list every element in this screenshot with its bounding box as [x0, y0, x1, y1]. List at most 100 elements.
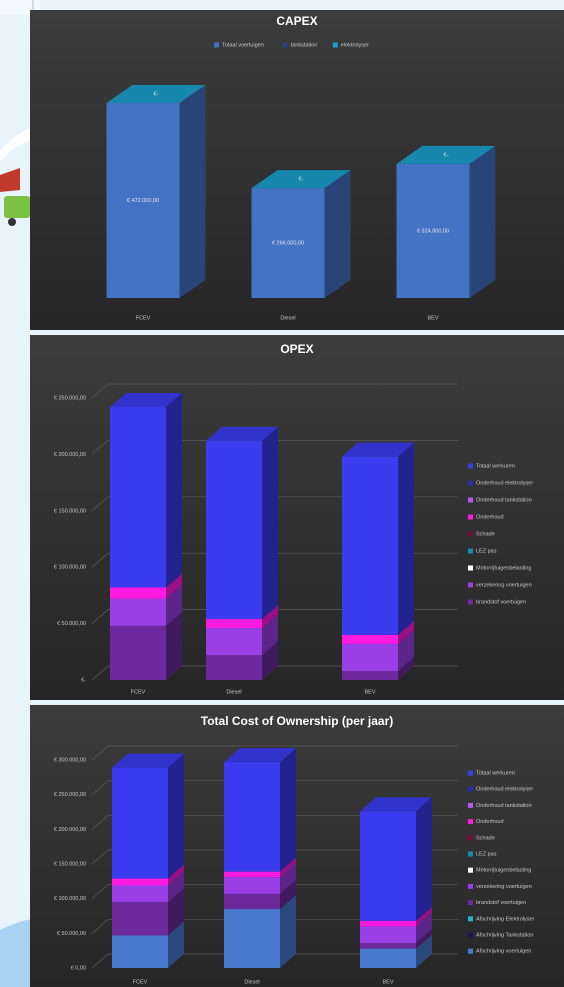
- bar-side: [416, 906, 432, 927]
- bar-segment: [206, 655, 262, 680]
- data-label: € 472.000,00: [127, 198, 159, 204]
- bar-top: [360, 797, 432, 812]
- bar-side: [166, 573, 182, 599]
- x-tick-label: FCEV: [133, 979, 148, 985]
- bar-segment: [360, 926, 416, 944]
- legend-label: Onderhoud tankstation: [476, 497, 532, 503]
- bar-segment: [224, 871, 280, 878]
- bar-segment: [360, 943, 416, 949]
- y-tick-label: € 200.000,00: [54, 452, 86, 458]
- legend-swatch: [214, 42, 219, 48]
- legend-swatch: [468, 900, 473, 906]
- bar-side: [179, 85, 206, 298]
- legend-label: Onderhoud: [476, 819, 504, 825]
- legend-label: Totaal werkuren: [476, 770, 515, 776]
- legend-label: Afschrijving voertuigen: [476, 949, 531, 955]
- legend-label: LEZ pas: [476, 851, 497, 857]
- bar-segment: [112, 902, 168, 936]
- bar-segment: [110, 598, 166, 626]
- bar-side: [168, 921, 184, 968]
- bar-side: [416, 797, 432, 921]
- y-tick-label: € 50.000,00: [57, 931, 86, 937]
- bar-segment: [106, 103, 180, 298]
- bar-side: [398, 442, 414, 635]
- legend-label: Motorrijtuigenbelasting: [476, 565, 531, 571]
- bar-top: [224, 748, 296, 763]
- legend-swatch: [468, 948, 473, 954]
- y-tick-label: € 300.000,00: [54, 757, 86, 763]
- bar-segment: [360, 948, 416, 968]
- y-tick-label: € 200.000,00: [54, 827, 86, 833]
- bar-side: [262, 426, 278, 620]
- legend-label: Totaal werkuren: [476, 463, 515, 469]
- x-tick-label: BEV: [382, 979, 393, 985]
- legend-swatch: [468, 770, 473, 776]
- x-tick-label: BEV: [427, 315, 438, 321]
- legend-label: brandstof voertuigen: [476, 599, 526, 605]
- legend-swatch: [468, 531, 473, 537]
- legend-swatch: [468, 514, 473, 520]
- legend-label: Schade: [476, 835, 495, 841]
- data-label: €-: [299, 177, 304, 183]
- x-tick-label: BEV: [364, 689, 375, 695]
- chart-title: Total Cost of Ownership (per jaar): [201, 714, 393, 728]
- legend-label: brandstof voertuigen: [476, 900, 526, 906]
- legend-label: Afschrijving Tankstation: [476, 932, 533, 938]
- bar-side: [398, 620, 414, 644]
- chart-title: CAPEX: [276, 14, 317, 28]
- bar-side: [166, 584, 182, 626]
- legend-label: verzekering voertuigen: [476, 884, 532, 890]
- legend-label: Onderhoud elektrolyser: [476, 787, 533, 793]
- bar-segment: [112, 935, 168, 968]
- y-tick-label: € 100.000,00: [54, 565, 86, 571]
- x-tick-label: Diesel: [226, 689, 241, 695]
- y-tick-label: € 0,00: [71, 965, 86, 971]
- grid-line: [91, 665, 458, 681]
- bar-side: [262, 641, 278, 680]
- bar-segment: [206, 619, 262, 629]
- legend-swatch: [468, 786, 473, 792]
- legend-label: Onderhoud elektrolyser: [476, 480, 533, 486]
- grid-line: [91, 849, 458, 865]
- bar-side: [262, 605, 278, 629]
- bar-segment: [206, 440, 262, 620]
- legend-label: Onderhoud tankstation: [476, 803, 532, 809]
- legend-label: LEZ pas: [476, 548, 497, 554]
- x-tick-label: Diesel: [280, 315, 295, 321]
- bar-top: [342, 442, 414, 457]
- legend-swatch: [468, 565, 473, 571]
- legend-swatch: [282, 42, 288, 48]
- bar-side: [166, 393, 182, 588]
- bar-side: [398, 656, 414, 680]
- legend-swatch: [468, 497, 473, 503]
- grid-line: [91, 884, 458, 899]
- grid-line: [91, 918, 458, 934]
- y-tick-label: € 150.000,00: [54, 861, 86, 867]
- legend-swatch: [468, 599, 473, 605]
- grid-line: [91, 814, 458, 830]
- bar-segment: [251, 188, 325, 298]
- legend-label: Totaal voertuigen: [222, 42, 264, 48]
- bar-side: [168, 864, 184, 886]
- bar-side: [280, 748, 296, 872]
- bar-top: [206, 426, 278, 441]
- y-tick-label: € 250.000,00: [54, 792, 86, 798]
- grid-line: [91, 780, 458, 795]
- bar-side: [416, 912, 432, 944]
- bar-side: [280, 895, 296, 968]
- bar-segment: [110, 587, 166, 599]
- x-tick-label: FCEV: [131, 689, 146, 695]
- grid-line: [91, 745, 458, 761]
- bar-side: [280, 879, 296, 910]
- bar-segment: [224, 893, 280, 910]
- legend-swatch: [468, 835, 473, 841]
- data-label: € 324.800,00: [417, 228, 449, 234]
- x-tick-label: Diesel: [244, 979, 259, 985]
- grid-line: [91, 383, 458, 399]
- bar-segment: [342, 643, 398, 671]
- bar-side: [469, 145, 496, 298]
- grid-line: [91, 496, 458, 512]
- legend-swatch: [332, 42, 338, 48]
- data-label: €-: [154, 91, 159, 97]
